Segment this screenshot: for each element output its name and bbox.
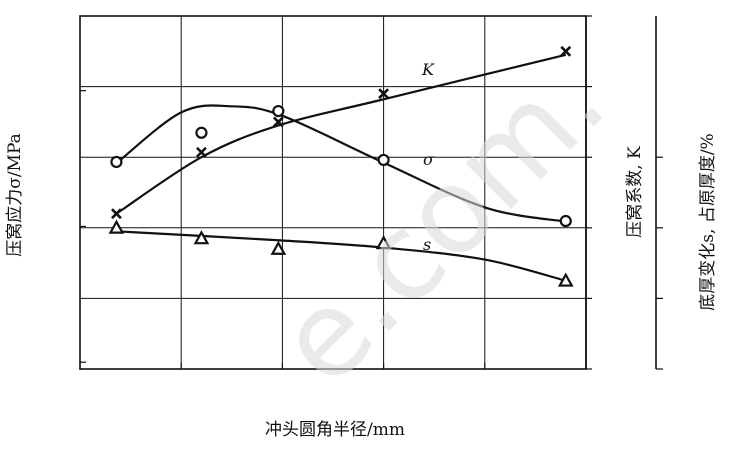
data-point-sigma xyxy=(110,155,123,169)
series-label-s: s xyxy=(423,235,431,254)
data-point-sigma xyxy=(377,153,390,167)
data-point-s xyxy=(193,230,210,245)
thickness-axis-label: 底厚变化s, 占原厚度/% xyxy=(698,133,718,310)
stress-axis xyxy=(80,90,86,363)
series-label-K: K xyxy=(421,60,435,79)
data-point-s xyxy=(557,272,574,287)
data-point-s xyxy=(270,240,287,255)
x-axis-label: 冲头圆角半径/mm xyxy=(265,420,405,440)
series-curve-sigma xyxy=(115,104,566,223)
data-point-K xyxy=(196,146,207,158)
watermark: e.com. xyxy=(251,31,631,411)
data-point-sigma xyxy=(559,214,572,228)
series-markers xyxy=(108,45,574,287)
data-point-K xyxy=(378,88,390,100)
series-curve-K xyxy=(115,53,567,215)
data-point-s xyxy=(108,219,125,234)
data-point-sigma xyxy=(195,126,208,139)
data-point-K xyxy=(272,116,284,128)
data-point-sigma xyxy=(272,104,285,118)
coefficient-axis xyxy=(585,15,592,370)
data-point-K xyxy=(111,208,122,220)
data-point-K xyxy=(560,45,572,57)
stress-axis-label: 压窝应力σ/MPa xyxy=(5,133,25,257)
series-label-sigma: σ xyxy=(423,150,435,169)
thickness-axis xyxy=(655,16,663,370)
data-point-s xyxy=(375,235,392,250)
coefficient-axis-label: 压窝系数, K xyxy=(625,146,645,238)
